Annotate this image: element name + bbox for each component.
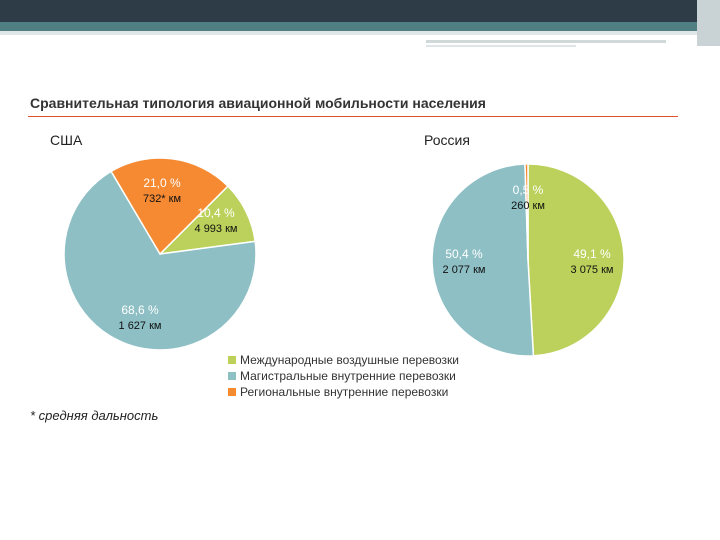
footnote: * средняя дальность [30,408,159,423]
pie-slice-international [527,163,625,357]
legend-item: Международные воздушные перевозки [228,352,459,368]
slice-percent-label: 49,1 % [573,247,611,261]
header-light-band [0,31,720,35]
pie-slice-regional [110,157,229,256]
pie-chart-usa: 10,4 % 4 993 км 68,6 % 1 627 км 21,0 % 732* к… [63,157,257,351]
legend-item: Региональные внутренние перевозки [228,384,459,400]
slice-percent-label: 10,4 % [197,206,235,220]
decorative-line [426,40,666,43]
slice-distance-label: 3 075 км [571,264,614,276]
legend: Международные воздушные перевозки Магист… [228,352,459,400]
legend-swatch-trunk [228,372,236,380]
slide-title: Сравнительная типология авиационной моби… [30,95,486,111]
title-underline [28,116,678,117]
pie-slice-regional [524,163,529,261]
header-dark-band [0,0,720,22]
slice-percent-label: 50,4 % [445,247,483,261]
slice-percent-label: 0,5 % [513,183,544,197]
pie-slice-trunk [431,163,535,357]
header-corner-block [697,0,720,46]
pie-chart-russia: 49,1 % 3 075 км 50,4 % 2 077 км 0,5 % 260 км [431,163,625,357]
legend-label: Магистральные внутренние перевозки [240,369,456,383]
legend-label: Региональные внутренние перевозки [240,385,449,399]
slice-distance-label: 1 627 км [119,320,162,332]
header-teal-band [0,22,720,31]
slice-percent-label: 68,6 % [121,303,159,317]
chart-title-usa: США [50,132,83,148]
slice-distance-label: 260 км [511,200,545,212]
decorative-line [426,45,576,47]
chart-title-russia: Россия [424,132,470,148]
slice-distance-label: 4 993 км [195,223,238,235]
legend-item: Магистральные внутренние перевозки [228,368,459,384]
legend-label: Международные воздушные перевозки [240,353,460,367]
legend-swatch-international [228,356,236,364]
slice-distance-label: 2 077 км [443,264,486,276]
pie-slice-trunk [63,170,257,351]
legend-swatch-regional [228,388,236,396]
slice-distance-label: 732* км [143,193,181,205]
slice-percent-label: 21,0 % [143,176,181,190]
